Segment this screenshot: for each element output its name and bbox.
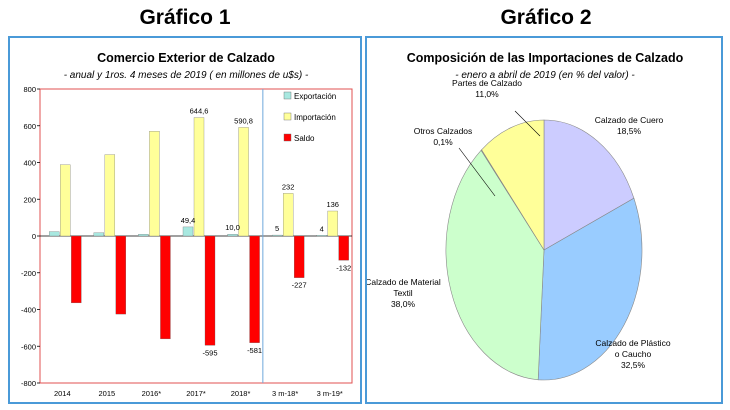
- bar-exportación: [227, 234, 238, 237]
- pie-slice: [537, 197, 643, 381]
- legend-swatch: [283, 91, 292, 100]
- legend-label: Importación: [294, 113, 336, 122]
- bar-saldo: [293, 235, 305, 278]
- bar-saldo: [249, 235, 260, 343]
- y-tick-label: 0: [32, 232, 36, 241]
- bar-exportación: [49, 231, 60, 237]
- x-tick-label: 2018*: [231, 389, 251, 398]
- pie-chart-panel: Composición de las Importaciones de Calz…: [365, 36, 723, 404]
- legend-swatch: [283, 112, 292, 121]
- slice-label: Textil: [393, 288, 412, 298]
- data-label: 136: [326, 200, 339, 209]
- slice-label: 18,5%: [617, 126, 642, 136]
- bar-saldo: [204, 235, 216, 346]
- bar-saldo: [160, 235, 171, 340]
- slice-label: Otros Calzados: [414, 126, 473, 136]
- legend-label: Saldo: [294, 134, 315, 143]
- leader-line: [514, 110, 541, 137]
- data-label: 10,0: [225, 223, 240, 232]
- bar-saldo: [338, 235, 349, 261]
- bar-exportación: [93, 232, 105, 237]
- x-tick-label: 2017*: [186, 389, 206, 398]
- bar-chart: Comercio Exterior de Calzado - anual y 1…: [21, 51, 353, 398]
- bar-chart-panel: Comercio Exterior de Calzado - anual y 1…: [8, 36, 362, 404]
- bar-saldo: [115, 235, 127, 315]
- pie-chart-subtitle: - enero a abril de 2019 (en % del valor)…: [455, 70, 635, 81]
- pie-chart: Composición de las Importaciones de Calz…: [367, 51, 684, 381]
- leader-line: [458, 147, 496, 197]
- y-tick-label: -400: [21, 306, 36, 315]
- bar-importación: [149, 131, 160, 237]
- bar-exportación: [316, 235, 327, 237]
- pie-slice: [445, 149, 545, 381]
- bar-plot-area: 800 600 400 200 0 -200 -400 -600 -800 2014 2015 201…: [21, 85, 353, 398]
- slice-label: Calzado de Plástico: [595, 338, 670, 348]
- data-label: 232: [282, 182, 295, 191]
- x-tick-label: 2014: [54, 389, 71, 398]
- legend-label: Exportación: [294, 92, 336, 101]
- bar-importación: [193, 117, 205, 237]
- slice-label: o Caucho: [615, 349, 652, 359]
- legend-swatch: [283, 133, 292, 142]
- x-tick-label: 2016*: [142, 389, 162, 398]
- y-tick-label: -200: [21, 269, 36, 278]
- data-label: -132: [336, 263, 351, 272]
- bar-exportación: [138, 234, 149, 237]
- x-tick-label: 3 m-18*: [272, 389, 298, 398]
- bar-importación: [104, 154, 116, 237]
- x-tick-label: 3 m-19*: [317, 389, 343, 398]
- data-label: 590,8: [234, 116, 253, 125]
- data-label: 644,6: [190, 107, 209, 116]
- y-tick-label: -600: [21, 342, 36, 351]
- bar-importación: [282, 193, 294, 237]
- y-tick-label: 600: [23, 122, 36, 131]
- data-label: 5: [275, 224, 279, 233]
- x-tick-label: 2015: [99, 389, 116, 398]
- y-tick-label: 400: [23, 159, 36, 168]
- slice-label: 32,5%: [621, 360, 646, 370]
- slice-label: Partes de Calzado: [452, 78, 522, 88]
- bar-chart-title: Comercio Exterior de Calzado: [97, 51, 275, 65]
- bar-exportación: [271, 234, 283, 237]
- data-label: 4: [320, 224, 324, 233]
- bar-chart-subtitle: - anual y 1ros. 4 meses de 2019 ( en mil…: [64, 70, 309, 81]
- slice-label: Calzado de Cuero: [595, 115, 664, 125]
- y-tick-label: 200: [23, 195, 36, 204]
- bar-exportación: [182, 226, 194, 237]
- bar-importación: [327, 210, 338, 237]
- chart2-heading: Gráfico 2: [500, 6, 592, 29]
- slice-label: 38,0%: [391, 299, 416, 309]
- data-label: -227: [292, 281, 307, 290]
- slice-label: 11,0%: [475, 89, 499, 99]
- data-label: -595: [202, 348, 217, 357]
- bar-saldo: [71, 235, 82, 304]
- bar-importación: [60, 164, 71, 237]
- data-label: 49,4: [181, 216, 196, 225]
- pie-slice: [481, 119, 545, 252]
- bar-importación: [238, 127, 249, 237]
- pie-slice: [543, 119, 635, 251]
- y-tick-label: -800: [21, 379, 36, 388]
- pie-chart-title: Composición de las Importaciones de Calz…: [407, 51, 684, 65]
- data-label: -581: [247, 346, 262, 355]
- chart1-heading: Gráfico 1: [139, 6, 231, 29]
- slice-label: 0,1%: [433, 137, 453, 147]
- slice-label: Calzado de Material: [367, 277, 441, 287]
- y-tick-label: 800: [23, 85, 36, 94]
